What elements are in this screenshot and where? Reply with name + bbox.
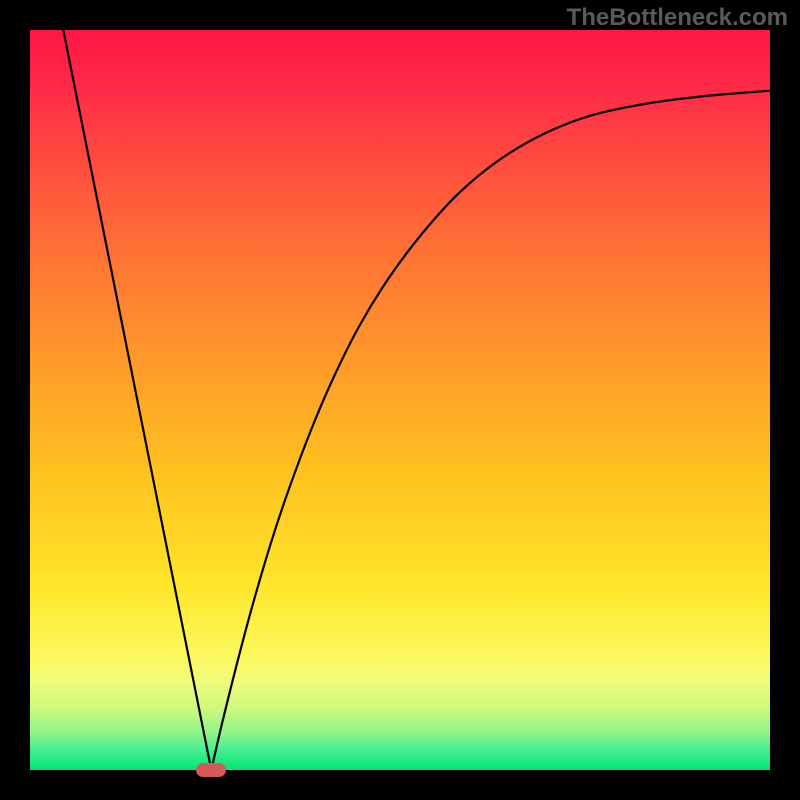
bottleneck-curve (30, 30, 770, 770)
plot-area (30, 30, 770, 770)
attribution-text: TheBottleneck.com (567, 4, 788, 32)
optimal-marker (196, 763, 226, 777)
